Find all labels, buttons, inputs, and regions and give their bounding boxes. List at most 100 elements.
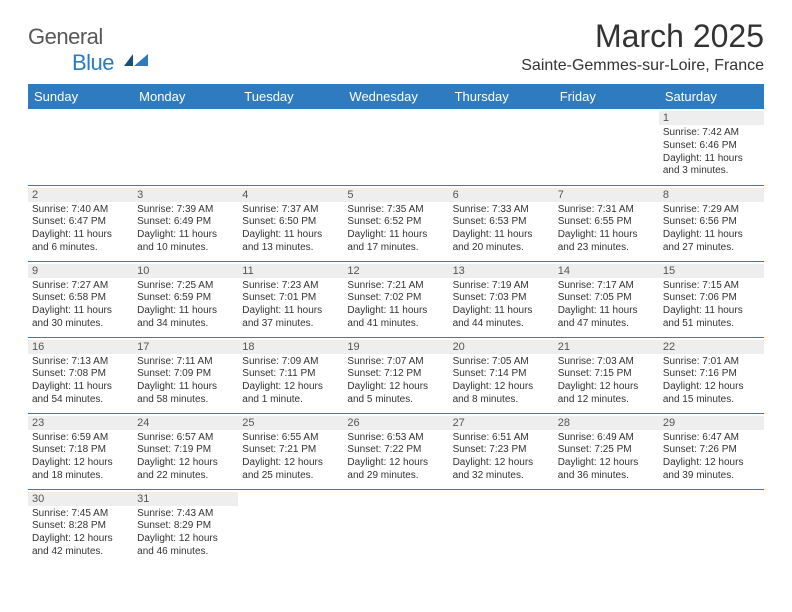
sunrise-text: Sunrise: 7:09 AM — [242, 356, 339, 369]
day-number: 17 — [133, 340, 238, 354]
day-number: 11 — [238, 264, 343, 278]
day-number: 28 — [554, 416, 659, 430]
calendar-cell — [449, 109, 554, 185]
sunrise-text: Sunrise: 7:05 AM — [453, 356, 550, 369]
daylight-text-1: Daylight: 11 hours — [453, 305, 550, 318]
calendar-cell: 29Sunrise: 6:47 AMSunset: 7:26 PMDayligh… — [659, 413, 764, 489]
day-info: Sunrise: 6:57 AMSunset: 7:19 PMDaylight:… — [137, 432, 234, 483]
sunrise-text: Sunrise: 7:17 AM — [558, 280, 655, 293]
daylight-text-2: and 3 minutes. — [663, 165, 760, 178]
weekday-header: Thursday — [449, 84, 554, 109]
sunset-text: Sunset: 7:25 PM — [558, 444, 655, 457]
daylight-text-2: and 25 minutes. — [242, 470, 339, 483]
calendar-body: 1Sunrise: 7:42 AMSunset: 6:46 PMDaylight… — [28, 109, 764, 565]
sunset-text: Sunset: 6:52 PM — [347, 216, 444, 229]
calendar-cell: 30 Sunrise: 7:45 AMSunset: 8:28 PMDayligh… — [28, 489, 133, 565]
calendar-cell: 23Sunrise: 6:59 AMSunset: 7:18 PMDayligh… — [28, 413, 133, 489]
daylight-text-1: Daylight: 12 hours — [558, 457, 655, 470]
daylight-text-1: Daylight: 11 hours — [663, 229, 760, 242]
sunrise-text: Sunrise: 6:47 AM — [663, 432, 760, 445]
calendar-cell: 12Sunrise: 7:21 AMSunset: 7:02 PMDayligh… — [343, 261, 448, 337]
calendar-cell — [238, 109, 343, 185]
day-info: Sunrise: 7:45 AMSunset: 8:28 PMDaylight:… — [32, 508, 129, 559]
calendar-cell: 26Sunrise: 6:53 AMSunset: 7:22 PMDayligh… — [343, 413, 448, 489]
sunrise-text: Sunrise: 7:42 AM — [663, 127, 760, 140]
daylight-text-2: and 51 minutes. — [663, 318, 760, 331]
daylight-text-2: and 41 minutes. — [347, 318, 444, 331]
logo-general: General — [28, 24, 103, 49]
daylight-text-2: and 34 minutes. — [137, 318, 234, 331]
sunrise-text: Sunrise: 7:01 AM — [663, 356, 760, 369]
daylight-text-2: and 6 minutes. — [32, 242, 129, 255]
sunrise-text: Sunrise: 7:45 AM — [32, 508, 129, 521]
weekday-header: Tuesday — [238, 84, 343, 109]
day-number: 7 — [554, 188, 659, 202]
calendar-cell: 13Sunrise: 7:19 AMSunset: 7:03 PMDayligh… — [449, 261, 554, 337]
day-number: 30 — [28, 492, 133, 506]
daylight-text-2: and 8 minutes. — [453, 394, 550, 407]
day-number: 29 — [659, 416, 764, 430]
day-info: Sunrise: 7:42 AMSunset: 6:46 PMDaylight:… — [663, 127, 760, 178]
day-number: 9 — [28, 264, 133, 278]
daylight-text-1: Daylight: 11 hours — [558, 305, 655, 318]
day-info: Sunrise: 7:40 AMSunset: 6:47 PMDaylight:… — [32, 204, 129, 255]
day-number: 18 — [238, 340, 343, 354]
sunset-text: Sunset: 7:19 PM — [137, 444, 234, 457]
calendar-cell: 9 Sunrise: 7:27 AMSunset: 6:58 PMDaylight… — [28, 261, 133, 337]
sunset-text: Sunset: 7:09 PM — [137, 368, 234, 381]
sunset-text: Sunset: 8:28 PM — [32, 520, 129, 533]
daylight-text-2: and 37 minutes. — [242, 318, 339, 331]
sunset-text: Sunset: 8:29 PM — [137, 520, 234, 533]
logo-blue: Blue — [72, 50, 114, 75]
daylight-text-2: and 36 minutes. — [558, 470, 655, 483]
daylight-text-2: and 30 minutes. — [32, 318, 129, 331]
daylight-text-2: and 42 minutes. — [32, 546, 129, 559]
sunrise-text: Sunrise: 7:39 AM — [137, 204, 234, 217]
sunrise-text: Sunrise: 7:35 AM — [347, 204, 444, 217]
day-info: Sunrise: 7:27 AMSunset: 6:58 PMDaylight:… — [32, 280, 129, 331]
day-info: Sunrise: 7:09 AMSunset: 7:11 PMDaylight:… — [242, 356, 339, 407]
daylight-text-2: and 58 minutes. — [137, 394, 234, 407]
daylight-text-2: and 47 minutes. — [558, 318, 655, 331]
daylight-text-1: Daylight: 12 hours — [32, 457, 129, 470]
sunrise-text: Sunrise: 7:43 AM — [137, 508, 234, 521]
page-header: General Blue March 2025 Sainte-Gemmes-su… — [28, 18, 764, 76]
daylight-text-2: and 22 minutes. — [137, 470, 234, 483]
day-number: 12 — [343, 264, 448, 278]
sunset-text: Sunset: 7:02 PM — [347, 292, 444, 305]
day-info: Sunrise: 7:33 AMSunset: 6:53 PMDaylight:… — [453, 204, 550, 255]
daylight-text-1: Daylight: 11 hours — [347, 305, 444, 318]
daylight-text-1: Daylight: 12 hours — [347, 457, 444, 470]
day-info: Sunrise: 7:23 AMSunset: 7:01 PMDaylight:… — [242, 280, 339, 331]
daylight-text-2: and 39 minutes. — [663, 470, 760, 483]
daylight-text-1: Daylight: 12 hours — [558, 381, 655, 394]
daylight-text-2: and 54 minutes. — [32, 394, 129, 407]
day-number: 31 — [133, 492, 238, 506]
daylight-text-2: and 15 minutes. — [663, 394, 760, 407]
day-info: Sunrise: 6:53 AMSunset: 7:22 PMDaylight:… — [347, 432, 444, 483]
day-number: 5 — [343, 188, 448, 202]
calendar-cell: 24Sunrise: 6:57 AMSunset: 7:19 PMDayligh… — [133, 413, 238, 489]
day-number: 6 — [449, 188, 554, 202]
calendar-table: SundayMondayTuesdayWednesdayThursdayFrid… — [28, 84, 764, 565]
calendar-cell: 27 Sunrise: 6:51 AMSunset: 7:23 PMDayligh… — [449, 413, 554, 489]
calendar-cell — [554, 489, 659, 565]
day-number: 2 — [28, 188, 133, 202]
calendar-cell: 22Sunrise: 7:01 AMSunset: 7:16 PMDayligh… — [659, 337, 764, 413]
sunrise-text: Sunrise: 7:07 AM — [347, 356, 444, 369]
sunrise-text: Sunrise: 6:51 AM — [453, 432, 550, 445]
daylight-text-2: and 32 minutes. — [453, 470, 550, 483]
daylight-text-1: Daylight: 11 hours — [347, 229, 444, 242]
daylight-text-1: Daylight: 11 hours — [32, 381, 129, 394]
sunset-text: Sunset: 7:11 PM — [242, 368, 339, 381]
daylight-text-2: and 46 minutes. — [137, 546, 234, 559]
calendar-cell: 3Sunrise: 7:39 AMSunset: 6:49 PMDaylight… — [133, 185, 238, 261]
daylight-text-1: Daylight: 11 hours — [242, 305, 339, 318]
daylight-text-1: Daylight: 12 hours — [453, 381, 550, 394]
sunrise-text: Sunrise: 7:33 AM — [453, 204, 550, 217]
sunrise-text: Sunrise: 6:49 AM — [558, 432, 655, 445]
sunset-text: Sunset: 7:23 PM — [453, 444, 550, 457]
sunset-text: Sunset: 7:26 PM — [663, 444, 760, 457]
day-info: Sunrise: 6:51 AMSunset: 7:23 PMDaylight:… — [453, 432, 550, 483]
day-number: 27 — [449, 416, 554, 430]
